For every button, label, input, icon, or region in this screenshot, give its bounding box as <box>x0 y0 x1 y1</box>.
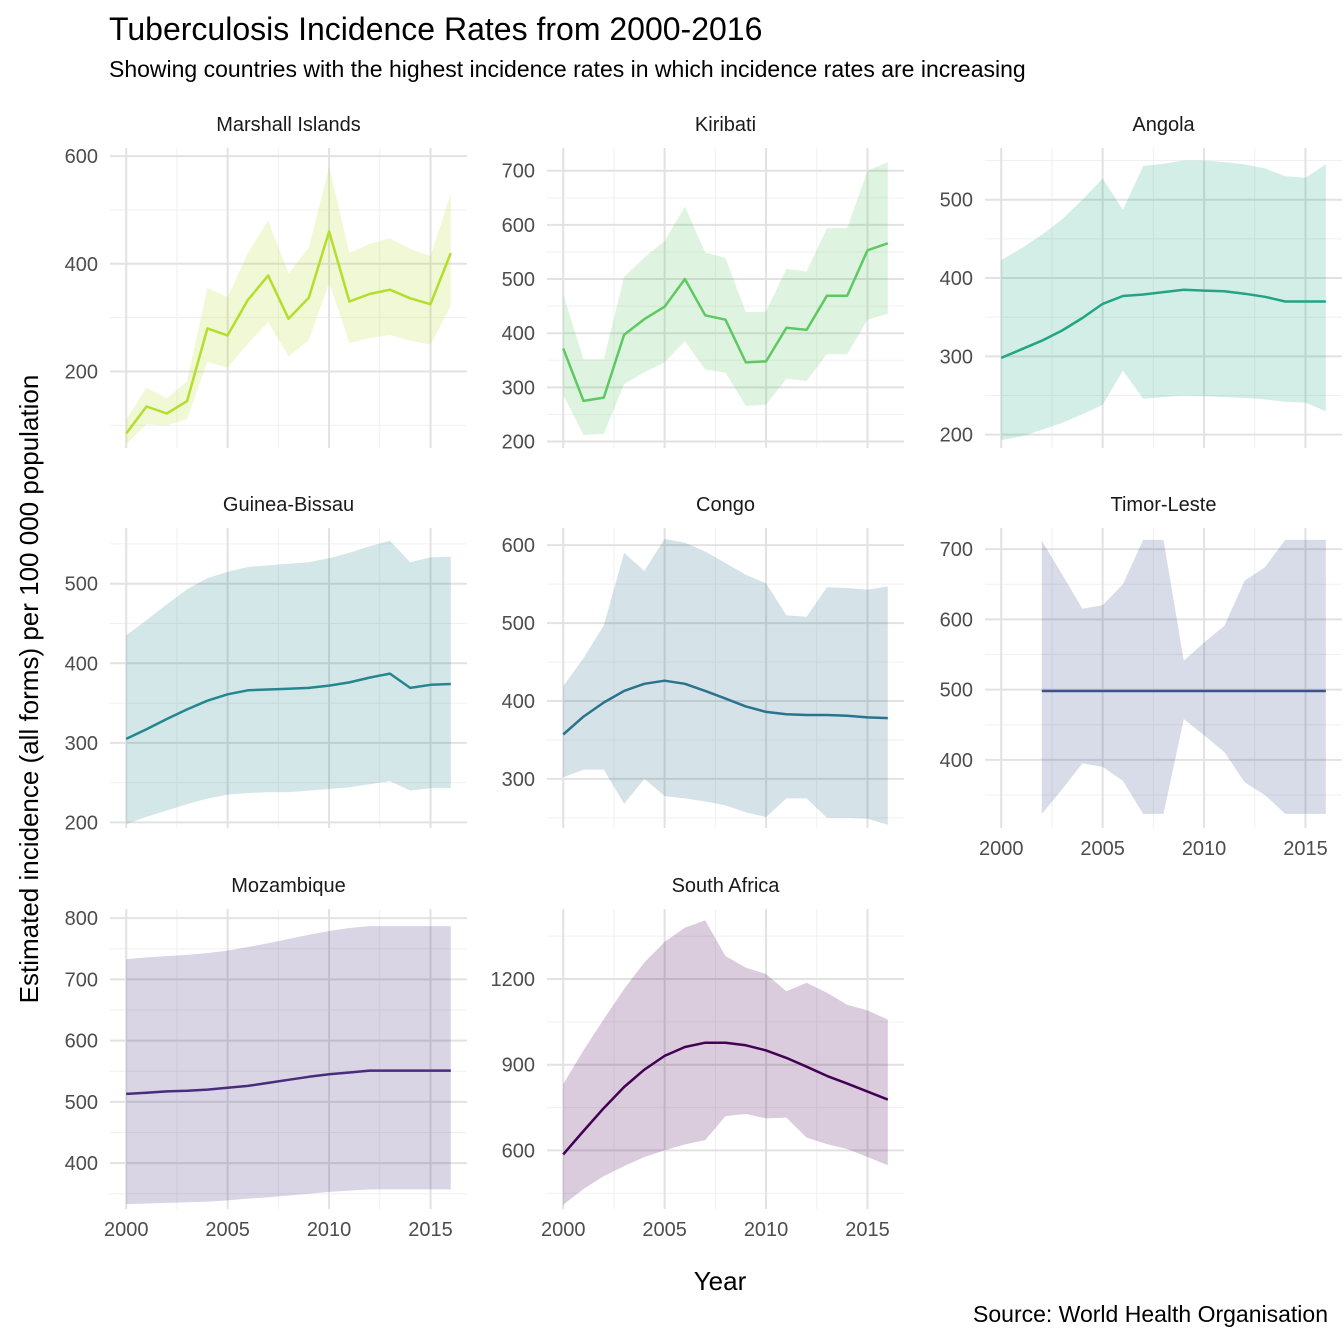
series-line <box>562 679 888 736</box>
y-tick-label: 500 <box>502 613 535 635</box>
x-tick-label: 2010 <box>1182 838 1227 860</box>
y-tick-label: 600 <box>502 535 535 557</box>
y-tick-label: 700 <box>940 539 973 561</box>
x-tick-label: 2015 <box>1283 838 1328 860</box>
y-tick-label: 500 <box>65 574 98 596</box>
y-tick-label: 400 <box>65 653 98 675</box>
facet-strip-label: Congo <box>696 494 755 516</box>
facet-strip-label: South Africa <box>672 875 781 897</box>
y-tick-label: 900 <box>502 1055 535 1077</box>
y-tick-label: 700 <box>65 969 98 991</box>
x-tick-label: 2015 <box>845 1219 890 1241</box>
series-line <box>1000 288 1326 360</box>
y-tick-label: 500 <box>65 1092 98 1114</box>
facet-panel: South Africa 600 900 1200 2000 2005 2010 2015 <box>491 875 904 1241</box>
x-tick-label: 2000 <box>541 1219 586 1241</box>
series-line <box>562 242 889 403</box>
confidence-band <box>1041 539 1326 814</box>
series-line <box>126 1069 451 1096</box>
facet-strip-label: Timor-Leste <box>1111 494 1217 516</box>
y-axis-title: Estimated incidence (all forms) per 100 … <box>14 375 44 1004</box>
confidence-band <box>563 162 888 435</box>
facet-strip-label: Angola <box>1132 114 1195 136</box>
chart-title: Tuberculosis Incidence Rates from 2000-2… <box>109 11 762 47</box>
facet-panel: Marshall Islands 200 400 600 <box>65 114 467 448</box>
x-tick-label: 2010 <box>307 1219 352 1241</box>
x-tick-label: 2005 <box>1080 838 1125 860</box>
y-tick-label: 800 <box>65 908 98 930</box>
facet-panel: Timor-Leste 400 500 600 700 2000 2005 2010 2015 <box>940 494 1342 860</box>
y-tick-label: 700 <box>502 161 535 183</box>
y-tick-label: 300 <box>502 769 535 791</box>
y-tick-label: 600 <box>502 1140 535 1162</box>
confidence-band <box>126 540 451 824</box>
x-axis-title: Year <box>694 1266 747 1296</box>
facet-strip-label: Mozambique <box>231 875 346 897</box>
series-line <box>125 672 451 741</box>
y-tick-label: 200 <box>65 812 98 834</box>
facet-panels: Marshall Islands 200 400 600 Kiribati 200 300 4… <box>65 114 1342 1241</box>
facet-panel: Congo 300 400 500 600 <box>502 494 904 828</box>
x-tick-label: 2000 <box>104 1219 149 1241</box>
facet-panel: Kiribati 200 300 400 500 600 700 <box>502 114 904 454</box>
x-tick-label: 2005 <box>205 1219 250 1241</box>
facet-panel: Angola 200 300 400 500 <box>940 114 1342 448</box>
facet-strip-label: Marshall Islands <box>216 114 361 136</box>
y-tick-label: 400 <box>940 268 973 290</box>
y-tick-label: 300 <box>940 346 973 368</box>
series-line <box>125 230 452 435</box>
y-tick-label: 400 <box>65 254 98 276</box>
confidence-band <box>126 926 451 1205</box>
y-tick-label: 400 <box>502 323 535 345</box>
x-tick-label: 2000 <box>979 838 1024 860</box>
y-tick-label: 600 <box>65 146 98 168</box>
y-tick-label: 300 <box>65 733 98 755</box>
x-tick-label: 2010 <box>744 1219 789 1241</box>
y-tick-label: 200 <box>502 432 535 454</box>
facet-panel: Mozambique 400 500 600 700 800 2000 2005 2010 201… <box>65 875 467 1241</box>
confidence-band <box>126 166 451 445</box>
x-tick-label: 2005 <box>642 1219 687 1241</box>
facet-strip-label: Guinea-Bissau <box>223 494 354 516</box>
y-tick-label: 200 <box>65 362 98 384</box>
y-tick-label: 500 <box>940 680 973 702</box>
y-tick-label: 300 <box>502 377 535 399</box>
facet-panel: Guinea-Bissau 200 300 400 500 <box>65 494 467 834</box>
y-tick-label: 400 <box>502 691 535 713</box>
chart-subtitle: Showing countries with the highest incid… <box>109 56 1026 82</box>
y-tick-label: 200 <box>940 425 973 447</box>
y-tick-label: 400 <box>940 750 973 772</box>
confidence-band <box>563 920 888 1205</box>
y-tick-label: 1200 <box>491 969 536 991</box>
series-line <box>562 1041 889 1156</box>
confidence-band <box>1001 160 1326 441</box>
y-tick-label: 400 <box>65 1153 98 1175</box>
y-tick-label: 500 <box>940 190 973 212</box>
x-tick-label: 2015 <box>408 1219 453 1241</box>
y-tick-label: 500 <box>502 269 535 291</box>
facet-strip-label: Kiribati <box>695 114 756 136</box>
y-tick-label: 600 <box>502 215 535 237</box>
source-caption: Source: World Health Organisation <box>973 1301 1328 1327</box>
confidence-band <box>563 538 888 825</box>
y-tick-label: 600 <box>65 1031 98 1053</box>
y-tick-label: 600 <box>940 609 973 631</box>
